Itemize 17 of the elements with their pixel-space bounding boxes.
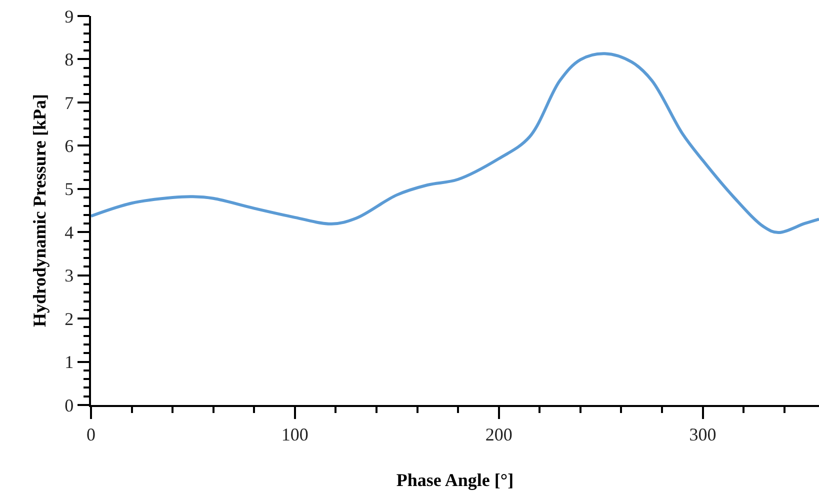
line-series <box>91 52 819 234</box>
y-axis-title: Hydrodynamic Pressure [kPa] <box>29 94 50 327</box>
y-tick-label: 1 <box>64 352 74 372</box>
x-axis-title: Phase Angle [°] <box>396 470 514 490</box>
y-tick-label: 8 <box>64 50 74 70</box>
y-tick-label: 7 <box>64 92 74 113</box>
x-tick-label: 300 <box>689 424 716 444</box>
y-tick-label: 4 <box>64 222 74 242</box>
x-tick-label: 100 <box>281 424 308 444</box>
y-tick-label: 0 <box>64 395 74 416</box>
y-tick-label: 6 <box>64 136 74 156</box>
x-tick-label: 0 <box>86 424 96 444</box>
y-tick-label: 5 <box>64 179 74 200</box>
y-tick-label: 2 <box>64 308 74 329</box>
x-tick-label: 200 <box>485 424 512 444</box>
y-tick-label: 3 <box>64 266 74 286</box>
y-tick-label: 9 <box>64 6 74 26</box>
